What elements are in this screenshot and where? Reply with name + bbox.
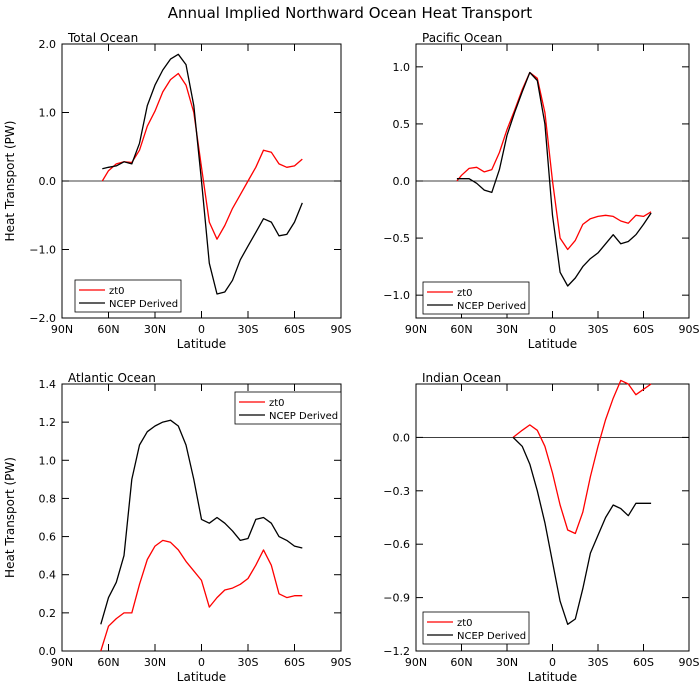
- x-tick-label: 60S: [284, 656, 305, 669]
- y-tick-label: −1.2: [383, 645, 410, 658]
- y-axis-label: Heat Transport (PW): [3, 121, 17, 242]
- legend: zt0 NCEP Derived: [234, 391, 342, 425]
- x-tick-label: 60S: [633, 323, 654, 336]
- legend-box: [74, 279, 182, 313]
- x-tick-label: 30S: [588, 656, 609, 669]
- series-line-ncep-derived: [512, 436, 652, 625]
- y-tick-label: 0.0: [393, 175, 411, 188]
- y-tick-label: 1.4: [39, 378, 57, 391]
- legend-box: [234, 391, 342, 425]
- x-axis-label: Latitude: [177, 670, 226, 684]
- x-tick-label: 90N: [51, 323, 73, 336]
- x-tick-label: 90N: [405, 656, 427, 669]
- y-axis-label: Heat Transport (PW): [3, 457, 17, 578]
- x-tick-label: 0: [198, 656, 205, 669]
- x-tick-label: 30S: [588, 323, 609, 336]
- legend-box: [422, 281, 530, 315]
- panel-atlantic-ocean: Atlantic Ocean 0.0 0.2 0.4 0.6 0.8 1.0 1.2 1.4 90…: [3, 371, 352, 684]
- x-tick-label: 30N: [144, 323, 166, 336]
- x-axis-label: Latitude: [528, 670, 577, 684]
- series-line-zt0: [100, 539, 303, 652]
- x-tick-label: 0: [549, 323, 556, 336]
- plot-frame: [415, 383, 690, 652]
- y-tick-label: 0.0: [39, 175, 57, 188]
- y-tick-label: −0.3: [383, 485, 410, 498]
- legend-label-ncep-derived: NCEP Derived: [457, 631, 526, 642]
- y-tick-label: −0.5: [383, 232, 410, 245]
- series-line-zt0: [456, 71, 652, 251]
- x-tick-label: 60N: [97, 323, 119, 336]
- legend-label-zt0: zt0: [269, 398, 285, 409]
- panel-title: Total Ocean: [67, 31, 138, 45]
- y-tick-label: 0.8: [39, 492, 57, 505]
- x-tick-label: 0: [549, 656, 556, 669]
- panel-indian-ocean: Indian Ocean −1.2 −0.9 −0.6 −0.3 0.0 90N 60N 30N…: [383, 371, 699, 684]
- panel-title: Atlantic Ocean: [68, 371, 156, 385]
- y-tick-label: −1.0: [383, 289, 410, 302]
- series-line-zt0: [512, 379, 652, 535]
- series-line-zt0: [101, 72, 303, 240]
- y-tick-label: 0.2: [39, 607, 57, 620]
- x-axis-label: Latitude: [177, 337, 226, 351]
- series-line-ncep-derived: [102, 53, 303, 295]
- x-tick-label: 60N: [450, 656, 472, 669]
- panel-title: Indian Ocean: [422, 371, 501, 385]
- legend-box: [422, 611, 530, 645]
- x-tick-label: 30S: [238, 323, 259, 336]
- y-tick-label: 1.0: [39, 107, 57, 120]
- x-tick-label: 90N: [405, 323, 427, 336]
- x-tick-label: 60N: [450, 323, 472, 336]
- x-tick-label: 90S: [679, 656, 700, 669]
- series-line-ncep-derived: [100, 419, 303, 625]
- x-tick-label: 60N: [97, 656, 119, 669]
- y-tick-label: −0.9: [383, 592, 410, 605]
- series-line-ncep-derived: [456, 71, 652, 287]
- legend-label-ncep-derived: NCEP Derived: [457, 301, 526, 312]
- x-tick-label: 30S: [238, 656, 259, 669]
- legend: zt0 NCEP Derived: [422, 281, 530, 315]
- figure-title: Annual Implied Northward Ocean Heat Tran…: [168, 4, 533, 22]
- legend-label-zt0: zt0: [457, 618, 473, 629]
- panel-title: Pacific Ocean: [422, 31, 502, 45]
- legend: zt0 NCEP Derived: [74, 279, 182, 313]
- x-tick-label: 90S: [331, 656, 352, 669]
- x-tick-label: 0: [198, 323, 205, 336]
- x-tick-label: 60S: [633, 656, 654, 669]
- legend-label-zt0: zt0: [109, 286, 125, 297]
- x-axis-label: Latitude: [528, 337, 577, 351]
- y-tick-label: −2.0: [29, 312, 56, 325]
- y-tick-label: 0.0: [39, 645, 57, 658]
- y-tick-label: 1.2: [39, 416, 57, 429]
- panel-pacific-ocean: Pacific Ocean −1.0 −0.5 0.0 0.5 1.0 90N 60N 30N 0…: [383, 31, 699, 351]
- panel-total-ocean: Total Ocean −2.0 −1.0 0.0 1.0 2.0 90N 60N 30N 0 30…: [3, 31, 352, 351]
- legend: zt0 NCEP Derived: [422, 611, 530, 645]
- x-tick-label: 90S: [331, 323, 352, 336]
- y-tick-label: −0.6: [383, 538, 410, 551]
- x-tick-label: 60S: [284, 323, 305, 336]
- y-tick-label: 1.0: [393, 61, 411, 74]
- x-tick-label: 30N: [496, 323, 518, 336]
- legend-label-ncep-derived: NCEP Derived: [269, 411, 338, 422]
- x-tick-label: 30N: [496, 656, 518, 669]
- y-tick-label: −1.0: [29, 244, 56, 257]
- legend-label-zt0: zt0: [457, 288, 473, 299]
- x-tick-label: 90N: [51, 656, 73, 669]
- y-tick-label: 2.0: [39, 38, 57, 51]
- y-tick-label: 0.0: [393, 431, 411, 444]
- y-tick-label: 0.5: [393, 118, 411, 131]
- x-tick-label: 90S: [679, 323, 700, 336]
- y-tick-label: 0.4: [39, 569, 57, 582]
- y-tick-label: 0.6: [39, 531, 57, 544]
- y-tick-label: 1.0: [39, 454, 57, 467]
- legend-label-ncep-derived: NCEP Derived: [109, 299, 178, 310]
- x-tick-label: 30N: [144, 656, 166, 669]
